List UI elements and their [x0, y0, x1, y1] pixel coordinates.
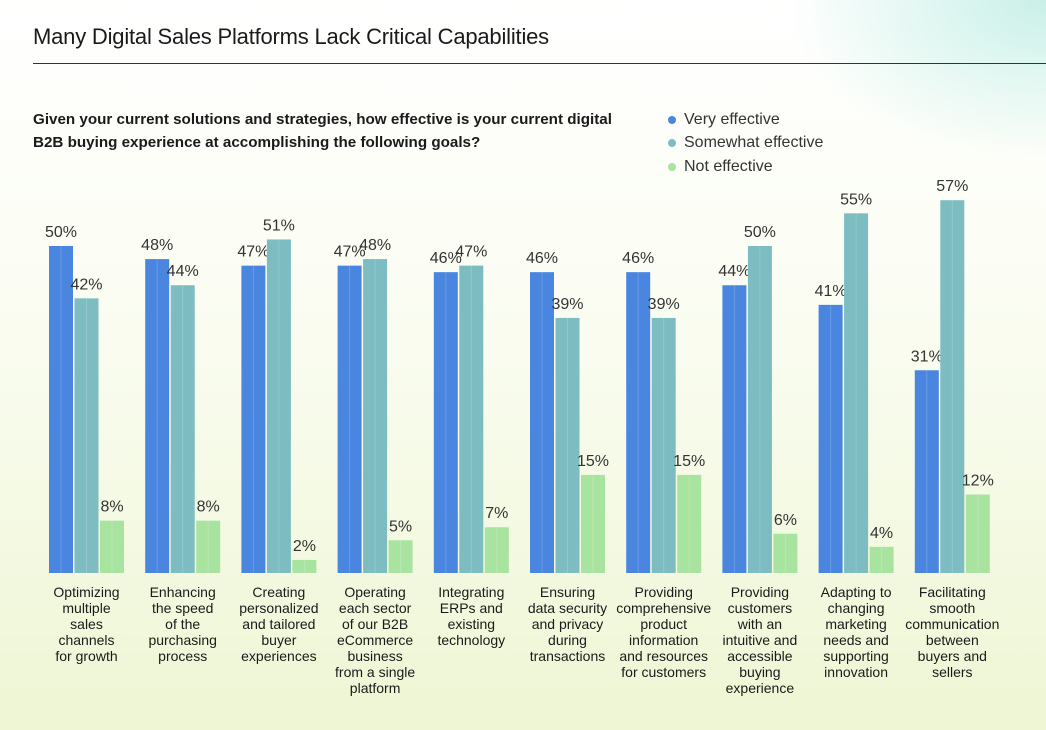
data-label-not-1: 8% [100, 499, 123, 516]
title-divider [33, 63, 1046, 64]
bar-very-7 [626, 272, 651, 573]
bar-somewhat-3 [266, 239, 291, 573]
legend-label-very: Very effective [684, 110, 780, 128]
category-label-1: Optimizing multiple sales channels for growt… [53, 584, 120, 664]
data-label-not-6: 15% [577, 453, 609, 470]
category-label-10: Facilitating smooth communication between bu… [905, 584, 1000, 680]
bar-somewhat-4 [363, 259, 388, 573]
bar-somewhat-8 [747, 246, 772, 573]
category-label-4: Operating each sector of our B2B eCommerce b… [335, 584, 416, 696]
data-label-very-6: 46% [526, 250, 558, 267]
bar-somewhat-2 [170, 285, 195, 573]
bar-very-9 [818, 304, 843, 573]
category-label-9: Adapting to changing marketing needs and sup… [820, 584, 892, 680]
bar-not-8 [773, 533, 798, 573]
bar-very-6 [530, 272, 554, 573]
bar-very-5 [433, 272, 458, 573]
bar-not-4 [388, 540, 413, 573]
chart-title: Many Digital Sales Platforms Lack Critic… [33, 24, 549, 49]
data-label-somewhat-2: 44% [167, 263, 199, 280]
data-label-not-3: 2% [293, 538, 316, 555]
category-label-8: Providing customers with an intuitive and ac… [722, 584, 798, 696]
data-label-somewhat-5: 47% [455, 244, 487, 261]
data-label-somewhat-4: 48% [359, 237, 391, 254]
bar-very-2 [145, 259, 170, 573]
data-label-very-9: 41% [815, 283, 847, 300]
bar-not-10 [965, 494, 990, 573]
legend-swatch-very [668, 115, 676, 124]
legend-label-not: Not effective [684, 157, 773, 175]
category-label-6: Ensuring data security and privacy during tr… [527, 584, 608, 664]
bar-very-10 [914, 370, 939, 573]
bar-not-2 [196, 520, 221, 573]
data-label-very-1: 50% [45, 224, 77, 241]
legend-label-somewhat: Somewhat effective [684, 134, 824, 152]
data-label-not-8: 6% [774, 512, 797, 529]
data-label-not-7: 15% [673, 453, 705, 470]
bar-not-5 [484, 527, 509, 573]
legend-swatch-somewhat [668, 139, 676, 148]
bar-not-3 [292, 559, 317, 573]
bar-not-7 [677, 474, 702, 573]
category-label-3: Creating personalized and tailored buyer exp… [239, 584, 319, 664]
data-label-very-3: 47% [237, 244, 269, 261]
data-label-not-4: 5% [389, 518, 412, 535]
category-label-2: Enhancing the speed of the purchasing proces… [148, 584, 217, 664]
bar-very-3 [241, 265, 266, 573]
data-label-not-10: 12% [962, 473, 994, 490]
data-label-very-2: 48% [141, 237, 173, 254]
bar-somewhat-1 [74, 298, 99, 573]
data-label-somewhat-10: 57% [936, 178, 968, 195]
bar-somewhat-10 [940, 200, 965, 573]
legend-swatch-not [668, 162, 676, 171]
legend: Very effective Somewhat effective Not ef… [668, 108, 823, 179]
data-label-very-10: 31% [911, 348, 943, 365]
bar-somewhat-6 [555, 317, 580, 573]
category-label-5: Integrating ERPs and existing technology [437, 584, 506, 648]
data-label-very-5: 46% [430, 250, 462, 267]
bar-somewhat-7 [651, 317, 676, 573]
legend-item-very: Very effective [668, 108, 823, 132]
bar-very-8 [722, 285, 747, 573]
data-label-somewhat-9: 55% [840, 191, 872, 208]
legend-item-not: Not effective [668, 155, 823, 179]
data-label-somewhat-3: 51% [263, 217, 295, 234]
bar-somewhat-9 [844, 213, 869, 574]
data-label-somewhat-6: 39% [551, 296, 583, 313]
data-label-not-5: 7% [485, 505, 508, 522]
data-label-not-2: 8% [197, 499, 220, 516]
data-label-somewhat-8: 50% [744, 224, 776, 241]
bar-very-4 [337, 265, 362, 573]
bar-somewhat-5 [459, 265, 484, 573]
bar-not-6 [581, 474, 605, 573]
bar-not-1 [100, 520, 124, 573]
data-label-somewhat-1: 42% [70, 276, 102, 293]
data-label-very-8: 44% [718, 263, 750, 280]
category-label-7: Providing comprehensive product information… [616, 584, 712, 680]
data-label-somewhat-7: 39% [648, 296, 680, 313]
bar-very-1 [49, 246, 73, 573]
bar-not-9 [869, 546, 894, 573]
data-label-very-7: 46% [622, 250, 654, 267]
data-label-not-9: 4% [870, 525, 893, 542]
data-label-very-4: 47% [334, 244, 366, 261]
survey-question: Given your current solutions and strateg… [33, 111, 612, 151]
legend-item-somewhat: Somewhat effective [668, 132, 823, 156]
